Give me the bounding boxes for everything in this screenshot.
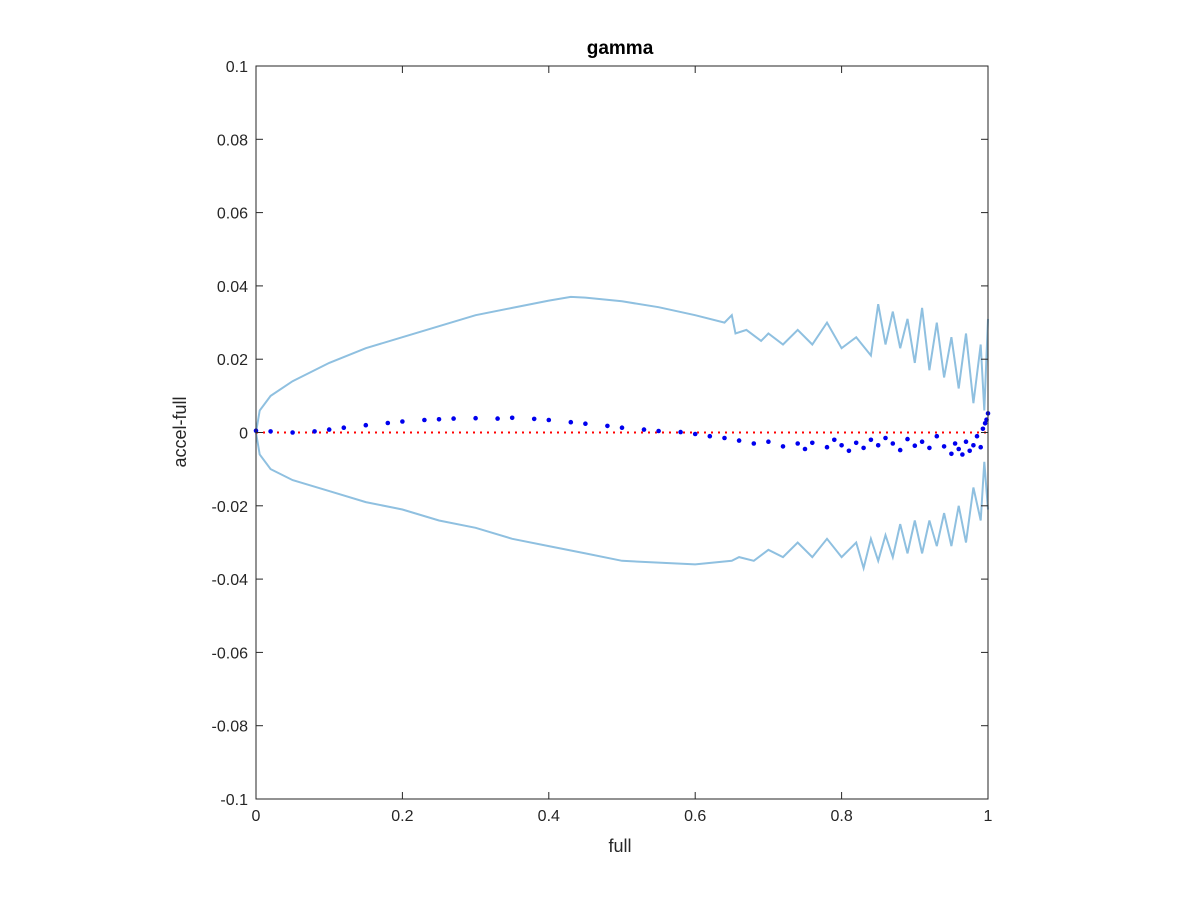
data-point: [605, 423, 610, 429]
data-point: [967, 448, 972, 454]
data-point: [619, 425, 625, 431]
data-point: [326, 427, 332, 432]
data-point: [868, 437, 874, 443]
x-axis: 0 0.2 0.4 0.6 0.8 1: [252, 66, 993, 825]
y-tick-label: 0: [239, 426, 248, 443]
data-point: [656, 428, 661, 434]
data-point: [980, 426, 986, 432]
data-point: [897, 447, 903, 453]
y-tick-label: 0.1: [226, 59, 248, 76]
data-point: [290, 430, 295, 435]
x-tick-label: 0: [252, 808, 261, 825]
data-point: [451, 416, 456, 421]
data-point: [927, 445, 932, 451]
data-point: [641, 427, 647, 432]
x-tick-label: 0.6: [684, 808, 706, 825]
data-point: [802, 446, 808, 452]
data-point: [400, 419, 405, 424]
data-point: [839, 443, 844, 448]
data-point: [531, 416, 537, 422]
data-point: [875, 443, 881, 448]
x-tick-label: 0.8: [830, 808, 852, 825]
data-point: [385, 420, 391, 426]
data-point: [436, 417, 442, 422]
data-point: [473, 415, 478, 421]
data-point: [934, 433, 940, 439]
data-point: [890, 441, 896, 446]
data-point: [722, 435, 727, 441]
data-point: [678, 429, 683, 435]
data-point: [766, 439, 771, 445]
data-point: [736, 438, 742, 443]
data-point: [312, 429, 317, 434]
y-tick-label: -0.04: [212, 572, 249, 589]
data-point: [546, 417, 552, 423]
x-tick-label: 0.4: [538, 808, 560, 825]
data-point: [568, 419, 574, 425]
y-tick-label: -0.1: [220, 792, 248, 809]
y-tick-label: 0.06: [217, 206, 248, 223]
data-point: [952, 441, 958, 446]
data-point: [905, 436, 910, 442]
lower-band-line: [255, 432, 989, 572]
data-point: [363, 422, 369, 428]
y-tick-label: 0.04: [217, 279, 248, 296]
data-point: [341, 425, 347, 431]
data-point: [422, 417, 427, 423]
data-point: [795, 441, 800, 446]
data-point: [707, 433, 713, 439]
data-point: [883, 435, 888, 441]
data-point: [919, 439, 925, 445]
data-point: [509, 415, 515, 421]
data-point: [974, 433, 980, 439]
data-point: [853, 440, 859, 446]
data-point: [861, 445, 866, 451]
series-layer: [253, 295, 991, 572]
data-point: [971, 443, 976, 448]
data-point: [941, 444, 947, 449]
y-tick-label: 0.02: [217, 352, 248, 369]
data-point: [824, 444, 830, 450]
data-point: [949, 451, 954, 457]
data-point: [692, 431, 698, 437]
data-point: [956, 446, 961, 452]
chart-title: gamma: [587, 38, 654, 59]
y-tick-label: -0.02: [212, 499, 249, 516]
y-tick-label: 0.08: [217, 132, 248, 149]
data-point: [810, 440, 815, 446]
y-tick-label: -0.08: [212, 719, 249, 736]
data-point: [912, 443, 918, 449]
data-point: [960, 452, 965, 457]
data-point: [832, 437, 837, 443]
x-tick-label: 0.2: [391, 808, 413, 825]
data-point: [978, 444, 983, 450]
data-point: [982, 421, 988, 426]
data-point: [268, 429, 273, 434]
data-point: [583, 421, 588, 427]
data-point: [963, 439, 969, 445]
data-point: [846, 448, 852, 454]
x-axis-label: full: [608, 836, 631, 856]
data-point: [495, 416, 500, 421]
upper-band-line: [255, 295, 989, 433]
data-point: [780, 444, 786, 449]
y-axis-label: accel-full: [170, 396, 190, 467]
x-tick-label: 1: [984, 808, 993, 825]
data-point: [751, 441, 757, 446]
y-axis: -0.1 -0.08 -0.06 -0.04 -0.02 0 0.02 0.04 0.06 0.0…: [212, 59, 988, 809]
y-tick-label: -0.06: [212, 645, 249, 662]
